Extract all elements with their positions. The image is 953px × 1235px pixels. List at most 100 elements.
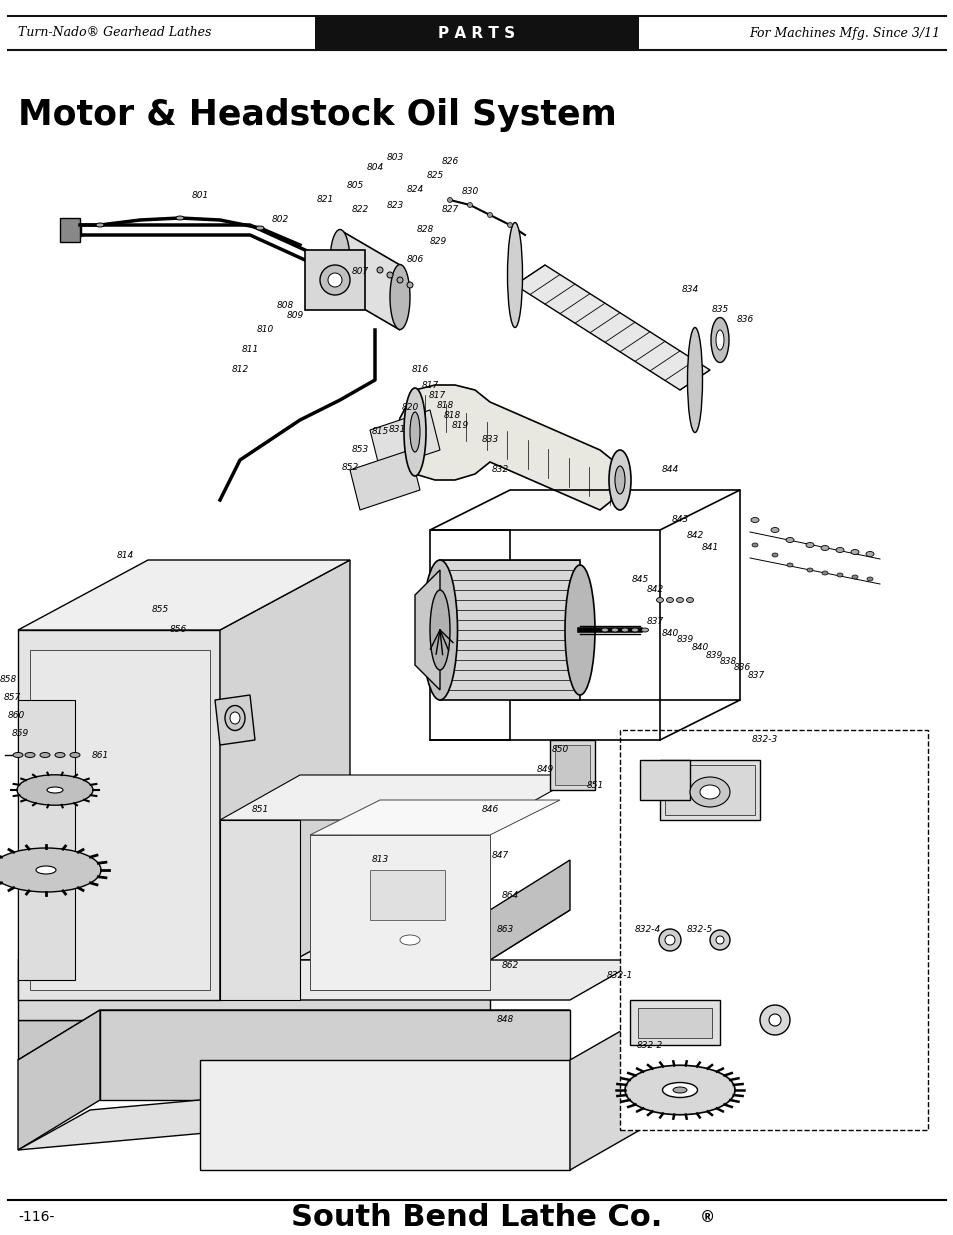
Ellipse shape bbox=[17, 774, 92, 805]
Polygon shape bbox=[310, 800, 559, 835]
Ellipse shape bbox=[487, 212, 492, 217]
Polygon shape bbox=[18, 1020, 490, 1060]
Text: 841: 841 bbox=[700, 543, 718, 552]
Ellipse shape bbox=[865, 552, 873, 557]
Ellipse shape bbox=[751, 543, 758, 547]
Polygon shape bbox=[659, 760, 760, 820]
Ellipse shape bbox=[821, 546, 828, 551]
Text: 810: 810 bbox=[256, 326, 274, 335]
Ellipse shape bbox=[710, 317, 728, 363]
Text: 820: 820 bbox=[401, 404, 418, 412]
Text: P A R T S: P A R T S bbox=[438, 26, 515, 41]
Polygon shape bbox=[629, 1000, 720, 1045]
Ellipse shape bbox=[396, 277, 402, 283]
Text: 821: 821 bbox=[316, 195, 334, 205]
Ellipse shape bbox=[709, 930, 729, 950]
Polygon shape bbox=[305, 249, 365, 310]
Ellipse shape bbox=[230, 713, 240, 724]
Text: 808: 808 bbox=[276, 300, 294, 310]
Ellipse shape bbox=[770, 527, 779, 532]
Text: 851: 851 bbox=[251, 805, 269, 815]
Ellipse shape bbox=[255, 226, 264, 230]
Text: 816: 816 bbox=[411, 366, 428, 374]
Ellipse shape bbox=[376, 267, 382, 273]
Ellipse shape bbox=[608, 450, 630, 510]
Text: 839: 839 bbox=[676, 636, 693, 645]
Text: 837: 837 bbox=[646, 618, 663, 626]
Text: 827: 827 bbox=[441, 205, 458, 215]
Polygon shape bbox=[30, 650, 210, 990]
Ellipse shape bbox=[716, 936, 723, 944]
Polygon shape bbox=[415, 571, 439, 690]
Text: 857: 857 bbox=[4, 694, 21, 703]
Text: 832-5: 832-5 bbox=[686, 925, 713, 935]
Polygon shape bbox=[555, 745, 589, 785]
Text: 847: 847 bbox=[491, 851, 508, 860]
Ellipse shape bbox=[771, 553, 778, 557]
Ellipse shape bbox=[407, 282, 413, 288]
Ellipse shape bbox=[175, 216, 184, 220]
Polygon shape bbox=[220, 559, 350, 1000]
Text: 818: 818 bbox=[443, 410, 460, 420]
Text: 822: 822 bbox=[351, 205, 368, 215]
Text: 817: 817 bbox=[421, 380, 438, 389]
Text: 859: 859 bbox=[11, 729, 29, 737]
Text: 832-1: 832-1 bbox=[606, 971, 633, 979]
Text: 819: 819 bbox=[451, 420, 468, 430]
Ellipse shape bbox=[850, 550, 858, 555]
Polygon shape bbox=[664, 764, 754, 815]
Text: 842: 842 bbox=[685, 531, 703, 540]
Ellipse shape bbox=[36, 866, 56, 874]
Ellipse shape bbox=[615, 466, 624, 494]
Ellipse shape bbox=[387, 272, 393, 278]
Ellipse shape bbox=[750, 517, 759, 522]
Ellipse shape bbox=[836, 573, 842, 577]
Text: 801: 801 bbox=[192, 190, 209, 200]
Text: 843: 843 bbox=[671, 515, 688, 525]
Text: 815: 815 bbox=[371, 427, 388, 436]
Ellipse shape bbox=[13, 752, 23, 757]
Ellipse shape bbox=[601, 629, 608, 632]
Ellipse shape bbox=[661, 1083, 697, 1098]
Polygon shape bbox=[220, 776, 579, 820]
Text: 852: 852 bbox=[341, 463, 358, 473]
Ellipse shape bbox=[666, 598, 673, 603]
Polygon shape bbox=[60, 219, 80, 242]
Polygon shape bbox=[515, 266, 709, 390]
Polygon shape bbox=[18, 1010, 569, 1060]
Ellipse shape bbox=[786, 563, 792, 567]
Ellipse shape bbox=[687, 327, 701, 432]
Ellipse shape bbox=[835, 547, 843, 552]
Ellipse shape bbox=[611, 629, 618, 632]
Text: 842: 842 bbox=[646, 585, 663, 594]
Text: South Bend Lathe Co.: South Bend Lathe Co. bbox=[291, 1203, 662, 1231]
Text: 837: 837 bbox=[746, 671, 763, 679]
Ellipse shape bbox=[806, 568, 812, 572]
Text: 849: 849 bbox=[536, 766, 553, 774]
Ellipse shape bbox=[225, 705, 245, 730]
Ellipse shape bbox=[96, 224, 104, 227]
Text: 826: 826 bbox=[441, 158, 458, 167]
Ellipse shape bbox=[631, 629, 638, 632]
Text: For Machines Mfg. Since 3/11: For Machines Mfg. Since 3/11 bbox=[748, 26, 939, 40]
Polygon shape bbox=[214, 695, 254, 745]
Ellipse shape bbox=[620, 629, 628, 632]
Ellipse shape bbox=[0, 848, 101, 892]
Ellipse shape bbox=[686, 598, 693, 603]
Text: 814: 814 bbox=[116, 551, 133, 559]
Ellipse shape bbox=[40, 752, 50, 757]
Ellipse shape bbox=[422, 559, 457, 700]
Text: 802: 802 bbox=[271, 215, 289, 225]
Text: 813: 813 bbox=[371, 856, 388, 864]
Polygon shape bbox=[569, 1020, 639, 1170]
Text: 855: 855 bbox=[152, 605, 169, 615]
Text: 832-2: 832-2 bbox=[637, 1041, 662, 1050]
Ellipse shape bbox=[390, 264, 410, 330]
Text: 845: 845 bbox=[631, 576, 648, 584]
Text: 840: 840 bbox=[691, 643, 708, 652]
Text: 831: 831 bbox=[388, 426, 405, 435]
Text: 840: 840 bbox=[660, 629, 678, 637]
Ellipse shape bbox=[656, 598, 662, 603]
Text: 824: 824 bbox=[406, 185, 423, 194]
Text: 836: 836 bbox=[736, 315, 753, 325]
